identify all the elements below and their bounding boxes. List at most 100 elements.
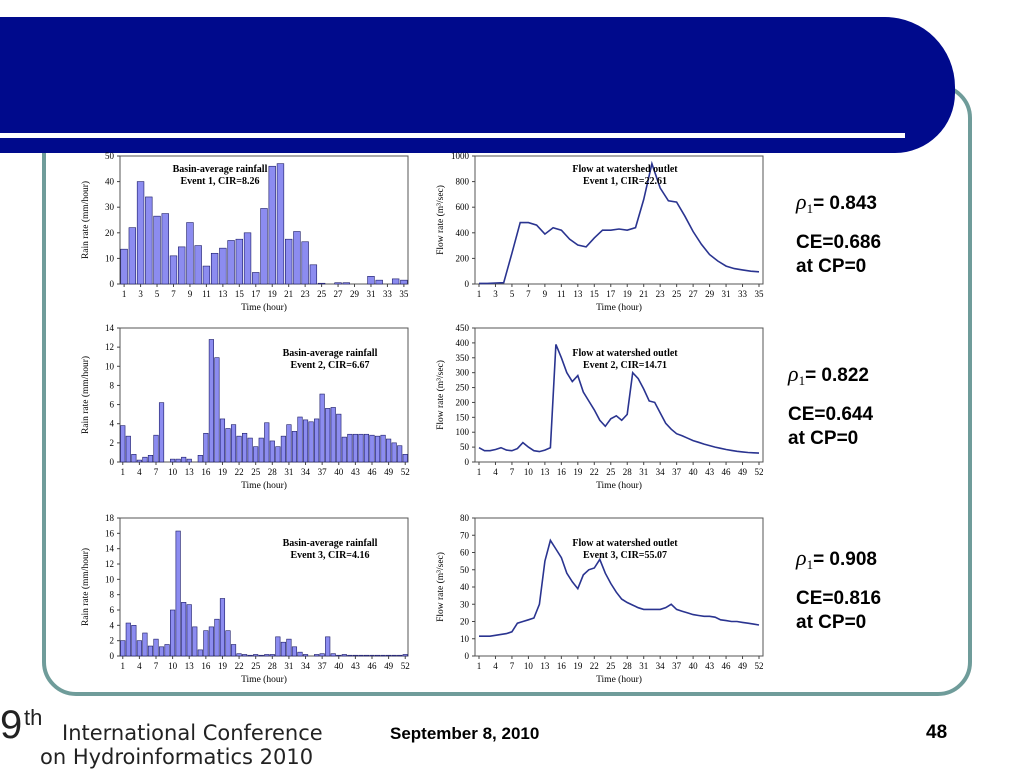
rain-bar (319, 653, 325, 657)
title-banner (0, 17, 955, 153)
rain-bar (136, 459, 142, 463)
x-tick-label: 43 (351, 467, 361, 477)
x-tick-label: 1 (477, 661, 482, 671)
y-axis-label: Rain rate (mm/hour) (80, 181, 91, 259)
x-tick-label: 31 (639, 467, 648, 477)
rain-bar (203, 630, 209, 657)
rain-bar (363, 433, 370, 463)
stats-event-1: ρ1= 0.843 CE=0.686 at CP=0 (796, 190, 881, 279)
x-tick-label: 3 (493, 289, 498, 299)
x-tick-label: 17 (251, 289, 261, 299)
y-tick-label: 12 (105, 559, 114, 569)
chart-title-line-2: Event 2, CIR=14.71 (583, 360, 667, 371)
x-tick-label: 7 (526, 289, 531, 299)
x-tick-label: 37 (318, 661, 328, 671)
chart-title-line-2: Event 3, CIR=4.16 (290, 550, 369, 561)
cp-value: at CP=0 (796, 612, 867, 633)
conference-logo: 9 th International Conference on Hydroin… (0, 705, 370, 769)
x-tick-label: 7 (510, 661, 515, 671)
rain-bar (369, 434, 375, 463)
rain-bar (276, 163, 285, 285)
rain-bar (386, 654, 392, 657)
rain-bar (242, 432, 248, 463)
x-tick-label: 25 (606, 467, 616, 477)
y-tick-label: 400 (456, 228, 470, 238)
rain-bar (120, 425, 126, 463)
x-tick-label: 34 (656, 661, 666, 671)
x-tick-label: 35 (399, 289, 409, 299)
y-tick-label: 0 (465, 651, 470, 661)
x-tick-label: 31 (722, 289, 731, 299)
y-tick-label: 400 (456, 338, 470, 348)
flow-line (479, 538, 760, 637)
plot-area (119, 517, 409, 657)
x-tick-label: 7 (154, 467, 159, 477)
rho-value: = 0.822 (805, 365, 869, 386)
rain-bar (225, 630, 231, 657)
rain-bar (170, 458, 176, 463)
rain-bar (375, 279, 383, 285)
rain-bar (341, 654, 347, 657)
y-tick-label: 350 (456, 353, 470, 363)
x-axis-label: Time (hour) (241, 674, 287, 685)
cp-value: at CP=0 (796, 256, 867, 277)
logo-line-2: on Hydroinformatics 2010 (40, 745, 314, 769)
x-tick-label: 4 (493, 661, 498, 671)
rain-bar (242, 654, 248, 657)
rain-bar (147, 645, 154, 657)
rain-bar (286, 638, 292, 657)
x-tick-label: 40 (334, 467, 344, 477)
x-tick-label: 1 (121, 661, 126, 671)
rain-bar (342, 282, 350, 285)
logo-line-1: International Conference (62, 721, 323, 745)
x-tick-label: 1 (122, 289, 127, 299)
x-tick-label: 7 (154, 661, 159, 671)
cp-value: at CP=0 (788, 428, 859, 449)
x-tick-label: 19 (573, 661, 583, 671)
x-tick-label: 13 (185, 661, 195, 671)
x-tick-label: 10 (524, 661, 534, 671)
y-tick-label: 40 (460, 582, 470, 592)
x-tick-label: 11 (557, 289, 566, 299)
chart-title-line-2: Event 3, CIR=55.07 (583, 550, 667, 561)
rain-bar (347, 654, 353, 657)
rain-bar (314, 418, 320, 463)
rain-bar (236, 435, 242, 463)
rho-subscript: 1 (806, 557, 814, 572)
rain-bar (330, 407, 336, 463)
stats-event-2: ρ1= 0.822 CE=0.644 at CP=0 (788, 362, 873, 451)
rain-bar (380, 654, 386, 657)
x-tick-label: 25 (606, 661, 616, 671)
rain-bar (309, 264, 318, 285)
x-axis-label: Time (hour) (241, 480, 287, 491)
rain-bar (358, 654, 364, 657)
rain-bar (358, 433, 364, 463)
x-tick-label: 49 (384, 661, 394, 671)
rain-bar (317, 282, 326, 285)
rain-bar (235, 238, 243, 285)
y-tick-label: 1000 (451, 151, 470, 161)
x-tick-label: 10 (168, 467, 178, 477)
x-tick-label: 9 (543, 289, 548, 299)
rain-bar (169, 255, 178, 285)
x-tick-label: 37 (672, 661, 682, 671)
y-tick-label: 70 (460, 530, 470, 540)
y-tick-label: 40 (105, 177, 115, 187)
x-tick-label: 25 (317, 289, 327, 299)
x-tick-label: 31 (284, 661, 293, 671)
rain-bar (153, 638, 159, 657)
rain-bar (302, 654, 309, 657)
x-tick-label: 22 (590, 467, 599, 477)
y-tick-label: 18 (105, 513, 115, 523)
rain-bar (164, 644, 170, 657)
rho-value: = 0.908 (813, 549, 877, 570)
x-tick-label: 1 (477, 289, 482, 299)
y-tick-label: 450 (456, 323, 470, 333)
y-axis-label: Flow rate (m³/sec) (435, 552, 446, 622)
x-tick-label: 16 (557, 467, 567, 477)
rain-bar (286, 424, 292, 463)
y-tick-label: 30 (460, 599, 470, 609)
y-tick-label: 8 (110, 590, 115, 600)
x-tick-label: 10 (168, 661, 178, 671)
